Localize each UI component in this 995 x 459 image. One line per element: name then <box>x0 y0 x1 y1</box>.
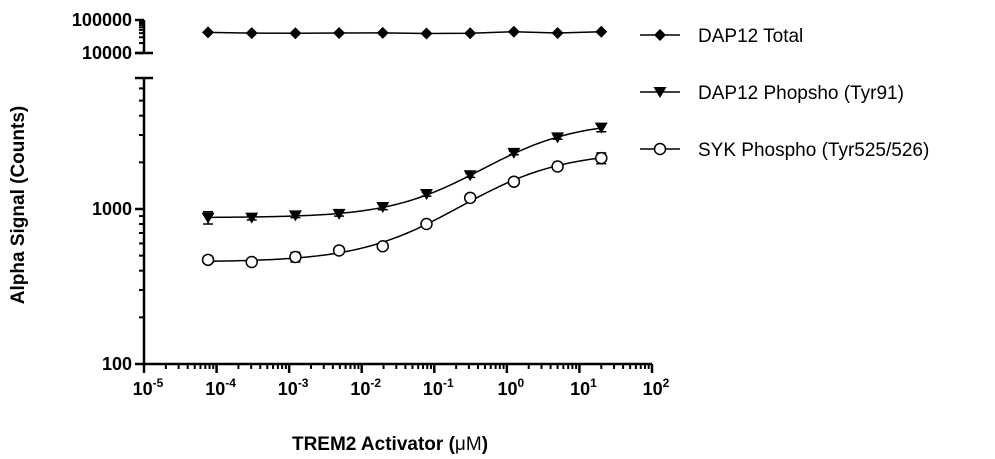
data-point <box>551 160 564 173</box>
x-tick-label: 10-3 <box>278 376 309 399</box>
data-point <box>507 25 520 38</box>
legend-label: SYK Phospho (Tyr525/526) <box>698 140 929 161</box>
data-point <box>201 212 215 224</box>
x-tick-base: 10 <box>423 379 443 399</box>
x-axis-title-text: TREM2 Activator ( <box>292 434 456 455</box>
data-point <box>332 208 346 220</box>
x-tick-base: 10 <box>497 379 517 399</box>
data-point <box>595 25 608 38</box>
x-tick-exponent: -3 <box>298 376 309 390</box>
series-fit-curve <box>208 127 602 219</box>
x-tick-exponent: -4 <box>225 376 236 390</box>
data-point <box>376 26 389 39</box>
x-tick-label: 10-2 <box>350 376 381 399</box>
x-tick-label: 102 <box>643 376 670 399</box>
data-point <box>551 132 565 144</box>
data-point <box>245 212 259 224</box>
data-point <box>594 122 608 134</box>
data-point <box>464 27 477 40</box>
y-tick-label: 100 <box>102 354 132 374</box>
data-point <box>420 217 433 231</box>
plot-area <box>201 25 608 269</box>
x-tick-base: 10 <box>570 379 590 399</box>
data-point <box>419 188 433 200</box>
data-point <box>332 244 346 257</box>
x-tick-base: 10 <box>643 379 663 399</box>
x-tick-label: 10-5 <box>133 376 164 399</box>
data-point <box>376 239 390 253</box>
series-line <box>208 31 602 35</box>
x-axis-title-unit: μM <box>455 434 482 455</box>
series-2 <box>201 151 608 269</box>
series-fit-curve <box>208 157 602 263</box>
legend: DAP12 Total DAP12 Phopsho (Tyr91) SYK Phos… <box>640 26 929 161</box>
x-tick-label: 100 <box>497 376 524 399</box>
data-point <box>202 26 215 39</box>
data-point <box>288 210 302 222</box>
x-tick-base: 10 <box>350 379 370 399</box>
x-tick-exponent: 1 <box>590 376 597 390</box>
data-point <box>551 26 564 39</box>
x-tick-label: 101 <box>570 376 597 399</box>
legend-label: DAP12 Phopsho (Tyr91) <box>698 83 904 104</box>
x-tick-exponent: -2 <box>370 376 381 390</box>
x-tick-exponent: 0 <box>518 376 525 390</box>
y-tick-label: 100000 <box>72 10 132 30</box>
x-tick-exponent: -1 <box>443 376 454 390</box>
x-tick-exponent: 2 <box>663 376 670 390</box>
legend-marker <box>653 142 667 156</box>
series-0 <box>202 25 608 40</box>
data-point <box>376 202 390 214</box>
data-point <box>245 255 258 269</box>
y-tick-label: 1000 <box>92 199 132 219</box>
x-axis-title-close: ) <box>482 434 488 455</box>
x-tick-label: 10-1 <box>423 376 454 399</box>
data-point <box>201 253 215 267</box>
x-tick-base: 10 <box>133 379 153 399</box>
data-point <box>333 26 346 39</box>
legend-marker <box>654 29 666 41</box>
data-point <box>463 170 477 182</box>
legend-marker <box>653 87 667 98</box>
series-1 <box>201 122 608 225</box>
data-point <box>507 175 521 188</box>
data-point <box>289 27 302 40</box>
data-point <box>289 250 302 264</box>
data-point <box>420 27 433 40</box>
y-tick-label: 10000 <box>82 43 132 63</box>
x-tick-base: 10 <box>278 379 298 399</box>
x-axis-title: TREM2 Activator (μM) <box>292 434 488 455</box>
legend-label: DAP12 Total <box>698 26 803 47</box>
y-axis-title: Alpha Signal (Counts) <box>8 106 29 304</box>
data-point <box>595 151 608 165</box>
data-point <box>245 27 258 40</box>
data-point <box>463 191 477 205</box>
x-tick-label: 10-4 <box>205 376 236 399</box>
data-point <box>507 147 521 159</box>
x-tick-base: 10 <box>205 379 225 399</box>
x-tick-exponent: -5 <box>153 376 164 390</box>
